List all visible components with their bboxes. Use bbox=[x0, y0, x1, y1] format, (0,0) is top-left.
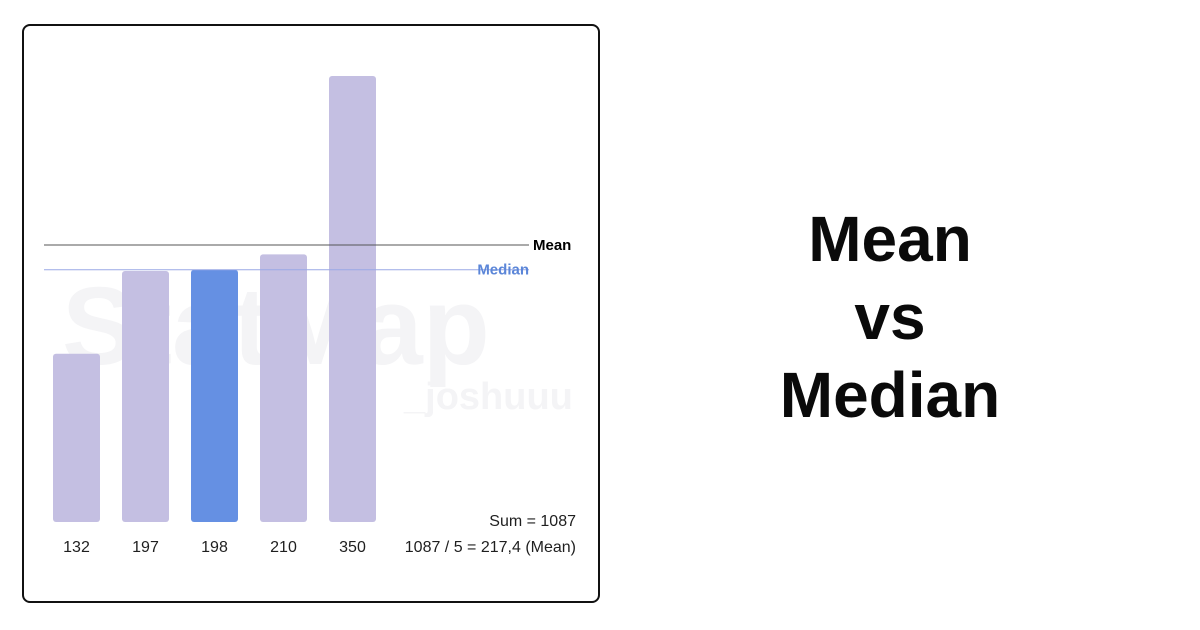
headline-line-2: vs bbox=[854, 281, 926, 353]
x-tick-label: 197 bbox=[132, 539, 159, 556]
x-tick-label: 132 bbox=[63, 539, 90, 556]
headline-line-3: Median bbox=[779, 359, 1001, 431]
median-label: Median bbox=[477, 262, 529, 279]
bar-210 bbox=[260, 254, 307, 522]
x-tick-label: 350 bbox=[339, 539, 366, 556]
bar-132 bbox=[53, 353, 100, 522]
bar-197 bbox=[122, 270, 169, 522]
bar-350 bbox=[329, 76, 376, 522]
x-tick-label: 198 bbox=[201, 539, 228, 556]
annotations-layer: Sum = 1087 1087 / 5 = 217,4 (Mean) bbox=[405, 513, 576, 556]
headline: Mean vs Median bbox=[690, 200, 1090, 434]
x-tick-label: 210 bbox=[270, 539, 297, 556]
sum-annotation: Sum = 1087 bbox=[489, 513, 576, 530]
mean-label: Mean bbox=[533, 237, 571, 254]
tick-labels-layer: 132 197 198 210 350 bbox=[63, 539, 366, 556]
bars-layer bbox=[53, 76, 376, 522]
headline-line-1: Mean bbox=[808, 203, 972, 275]
mean-formula-annotation: 1087 / 5 = 217,4 (Mean) bbox=[405, 539, 576, 556]
bar-198 bbox=[191, 269, 238, 522]
watermark-subtext: _joshuuu bbox=[403, 376, 573, 418]
